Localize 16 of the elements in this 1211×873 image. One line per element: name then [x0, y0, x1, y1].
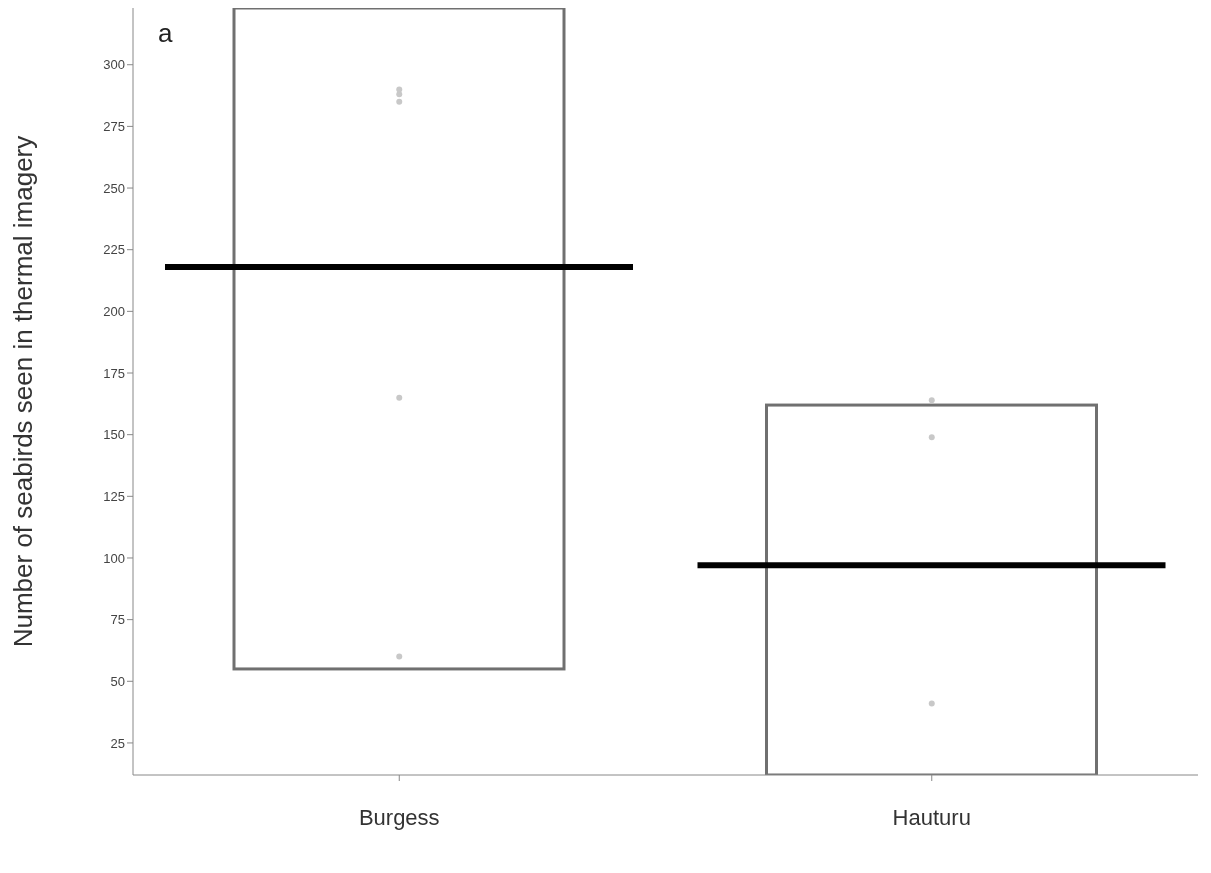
y-tick-label: 25	[110, 735, 125, 751]
y-axis-title: Number of seabirds seen in thermal imagery	[8, 135, 39, 648]
y-tick-label: 300	[103, 57, 125, 73]
y-tick-label: 75	[110, 612, 125, 628]
x-tick-label: Burgess	[358, 804, 440, 830]
y-tick-label: 50	[110, 673, 125, 689]
y-tick-label: 250	[103, 180, 125, 196]
y-tick-label: 275	[103, 118, 125, 134]
y-tick-label: 100	[103, 550, 125, 566]
x-tick-label: Hauturu	[892, 804, 971, 830]
annotation: a	[158, 18, 173, 49]
y-tick-label: 150	[103, 427, 125, 443]
y-tick-label: 200	[103, 303, 125, 319]
y-tick-label: 175	[103, 365, 125, 381]
y-tick-label: 125	[103, 488, 125, 504]
y-tick-label: 225	[103, 242, 125, 258]
